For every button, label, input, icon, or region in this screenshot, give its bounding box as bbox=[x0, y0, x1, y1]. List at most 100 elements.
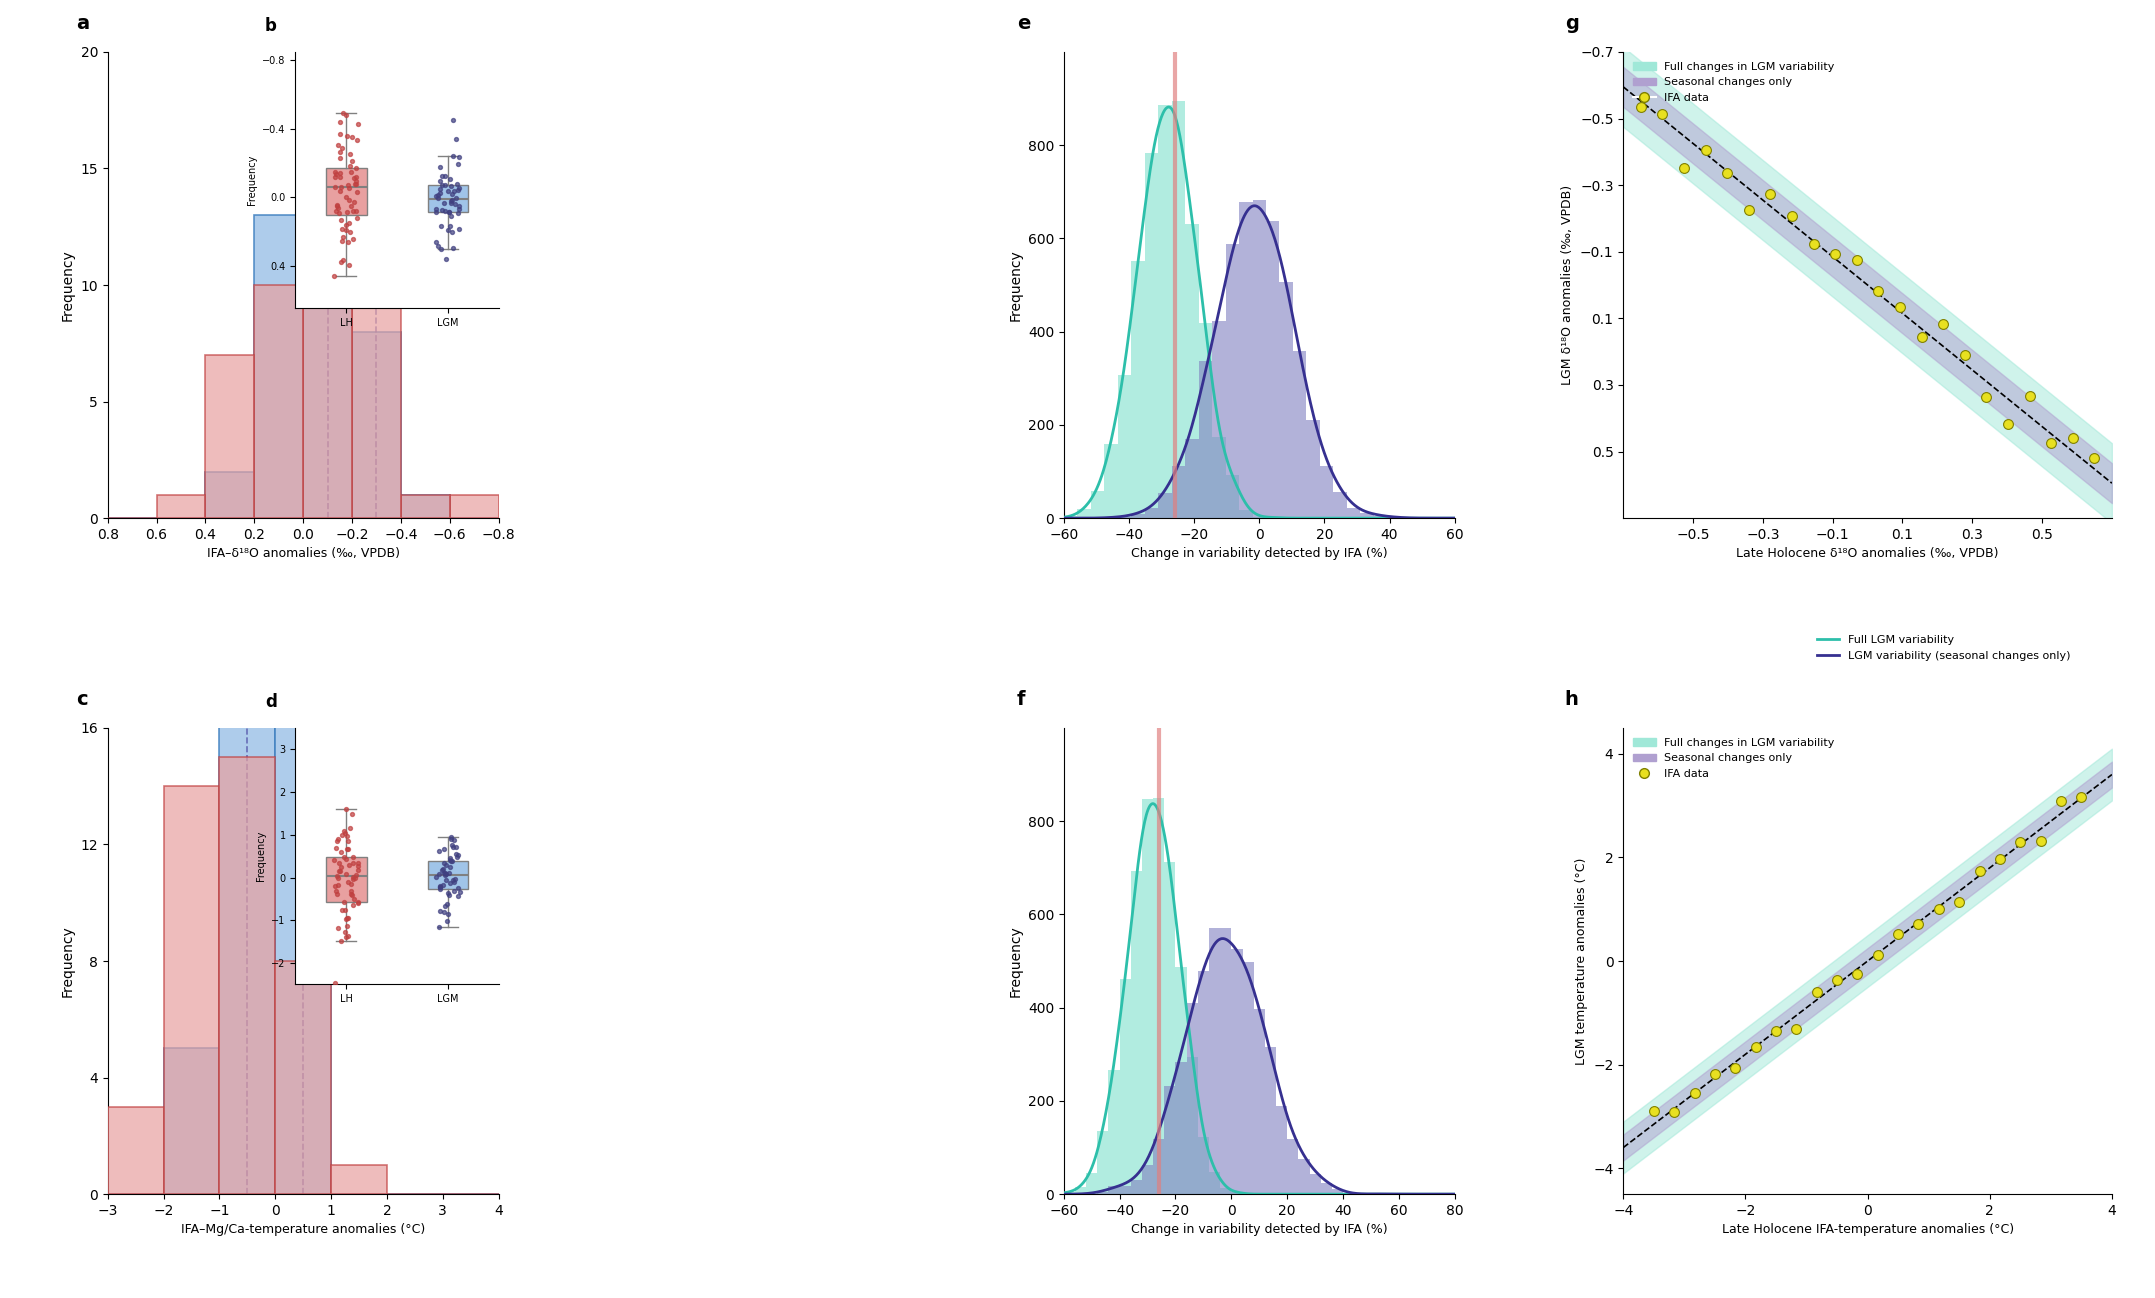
Point bbox=[1636, 1101, 1670, 1121]
Bar bbox=[1065, 517, 1078, 518]
Bar bbox=[1226, 475, 1239, 518]
Bar bbox=[1347, 509, 1360, 518]
Bar bbox=[1086, 1173, 1097, 1194]
Point bbox=[1758, 1020, 1793, 1041]
Legend: Full LGM variability, LGM variability (seasonal changes only): Full LGM variability, LGM variability (s… bbox=[1812, 631, 2075, 666]
X-axis label: IFA–δ¹⁸O anomalies (‰, VPDB): IFA–δ¹⁸O anomalies (‰, VPDB) bbox=[207, 548, 399, 561]
Point bbox=[2064, 787, 2099, 807]
Bar bbox=[1220, 1188, 1231, 1194]
Bar bbox=[1211, 322, 1226, 518]
Bar bbox=[1211, 437, 1226, 518]
Bar bbox=[1103, 444, 1118, 518]
Bar bbox=[1265, 221, 1280, 518]
Bar bbox=[1174, 1062, 1187, 1194]
Bar bbox=[1198, 361, 1211, 518]
Bar bbox=[351, 332, 401, 518]
Bar bbox=[1118, 375, 1131, 518]
Bar bbox=[1388, 517, 1401, 518]
Bar bbox=[1287, 1138, 1297, 1194]
Point bbox=[1797, 234, 1832, 254]
Bar bbox=[1198, 1137, 1209, 1194]
Bar bbox=[1144, 509, 1157, 518]
Bar bbox=[1243, 962, 1254, 1194]
Point bbox=[1698, 1064, 1733, 1085]
Bar bbox=[164, 1049, 220, 1194]
Text: a: a bbox=[75, 13, 91, 32]
Bar bbox=[1185, 439, 1198, 518]
Y-axis label: Frequency: Frequency bbox=[60, 249, 75, 321]
Point bbox=[1677, 1083, 1711, 1103]
Bar bbox=[332, 1166, 388, 1194]
Bar bbox=[1097, 1192, 1108, 1194]
Point bbox=[2077, 448, 2112, 469]
Bar bbox=[276, 961, 332, 1194]
Point bbox=[1905, 327, 1940, 348]
Point bbox=[1901, 914, 1935, 935]
Bar bbox=[1164, 1086, 1174, 1194]
Bar bbox=[1172, 466, 1185, 518]
Point bbox=[1970, 387, 2004, 408]
Bar bbox=[108, 1107, 164, 1194]
Bar bbox=[450, 495, 498, 518]
Point bbox=[1840, 251, 1875, 271]
Bar bbox=[1239, 201, 1252, 518]
Point bbox=[1862, 280, 1896, 301]
Point bbox=[1666, 158, 1700, 179]
Bar bbox=[1306, 421, 1319, 518]
Bar bbox=[1131, 871, 1142, 1194]
Bar bbox=[1121, 1186, 1131, 1194]
Bar bbox=[276, 670, 332, 1194]
Bar bbox=[1239, 510, 1252, 518]
Bar bbox=[1254, 1009, 1265, 1194]
Point bbox=[1883, 296, 1918, 317]
X-axis label: IFA–Mg/Ca-temperature anomalies (°C): IFA–Mg/Ca-temperature anomalies (°C) bbox=[181, 1224, 425, 1237]
Bar bbox=[220, 553, 276, 1194]
Bar bbox=[1172, 101, 1185, 518]
Bar bbox=[351, 145, 401, 518]
Bar bbox=[1065, 1193, 1075, 1194]
Bar bbox=[1164, 862, 1174, 1194]
Bar bbox=[1252, 517, 1265, 518]
Bar bbox=[1220, 928, 1231, 1194]
Bar bbox=[164, 787, 220, 1194]
Bar bbox=[1321, 1182, 1332, 1194]
Point bbox=[1840, 963, 1875, 984]
Bar bbox=[1142, 800, 1153, 1194]
Point bbox=[1860, 944, 1894, 964]
Bar bbox=[1198, 971, 1209, 1194]
Bar bbox=[401, 495, 450, 518]
Bar bbox=[1265, 1046, 1276, 1194]
Bar bbox=[1157, 493, 1172, 518]
Bar bbox=[1090, 491, 1103, 518]
Point bbox=[1819, 970, 1853, 990]
Y-axis label: Frequency: Frequency bbox=[60, 925, 75, 997]
Bar bbox=[1153, 1138, 1164, 1194]
Point bbox=[2013, 386, 2047, 406]
Text: g: g bbox=[1565, 13, 1577, 32]
Bar bbox=[1209, 928, 1220, 1194]
Point bbox=[2024, 831, 2058, 851]
Y-axis label: LGM δ¹⁸O anomalies (‰, VPDB): LGM δ¹⁸O anomalies (‰, VPDB) bbox=[1562, 186, 1575, 386]
Y-axis label: Frequency: Frequency bbox=[1009, 249, 1021, 321]
Bar bbox=[205, 354, 254, 518]
Bar bbox=[1131, 1180, 1142, 1194]
Text: e: e bbox=[1017, 13, 1030, 32]
Bar bbox=[254, 286, 304, 518]
Point bbox=[1963, 861, 1998, 881]
Legend: Full changes in LGM variability, Seasonal changes only, IFA data: Full changes in LGM variability, Seasona… bbox=[1629, 57, 1838, 108]
Bar bbox=[1360, 513, 1375, 518]
Bar bbox=[1108, 1070, 1121, 1194]
Point bbox=[1983, 849, 2017, 870]
Bar bbox=[1226, 244, 1239, 518]
Bar bbox=[1187, 1057, 1198, 1194]
Bar bbox=[1185, 225, 1198, 518]
Bar bbox=[1078, 509, 1090, 518]
Bar bbox=[1293, 350, 1306, 518]
Legend: Full changes in LGM variability, Seasonal changes only, IFA data: Full changes in LGM variability, Seasona… bbox=[1629, 733, 1838, 784]
Bar bbox=[1198, 323, 1211, 518]
Point bbox=[1991, 413, 2026, 434]
Point bbox=[1881, 923, 1916, 944]
Point bbox=[1730, 200, 1765, 221]
Point bbox=[2056, 428, 2090, 449]
Bar bbox=[1276, 1106, 1287, 1194]
